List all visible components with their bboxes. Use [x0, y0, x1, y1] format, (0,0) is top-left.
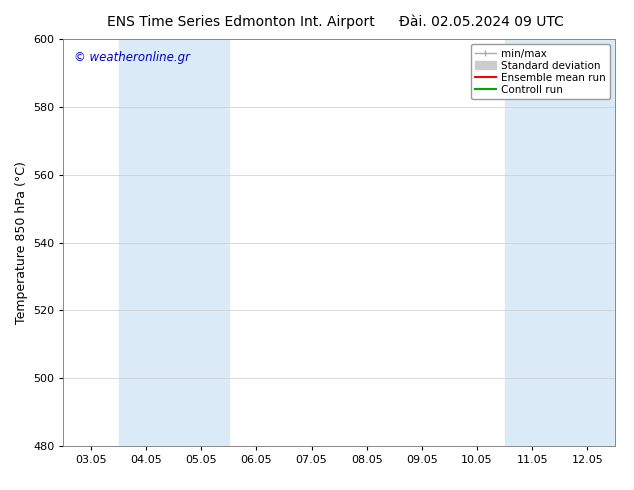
Y-axis label: Temperature 850 hPa (°C): Temperature 850 hPa (°C) — [15, 161, 27, 324]
Text: ENS Time Series Edmonton Int. Airport: ENS Time Series Edmonton Int. Airport — [107, 15, 375, 29]
Text: © weatheronline.gr: © weatheronline.gr — [74, 51, 190, 64]
Text: Đài. 02.05.2024 09 UTC: Đài. 02.05.2024 09 UTC — [399, 15, 564, 29]
Bar — [119, 39, 229, 446]
Bar — [505, 39, 615, 446]
Legend: min/max, Standard deviation, Ensemble mean run, Controll run: min/max, Standard deviation, Ensemble me… — [470, 45, 610, 99]
